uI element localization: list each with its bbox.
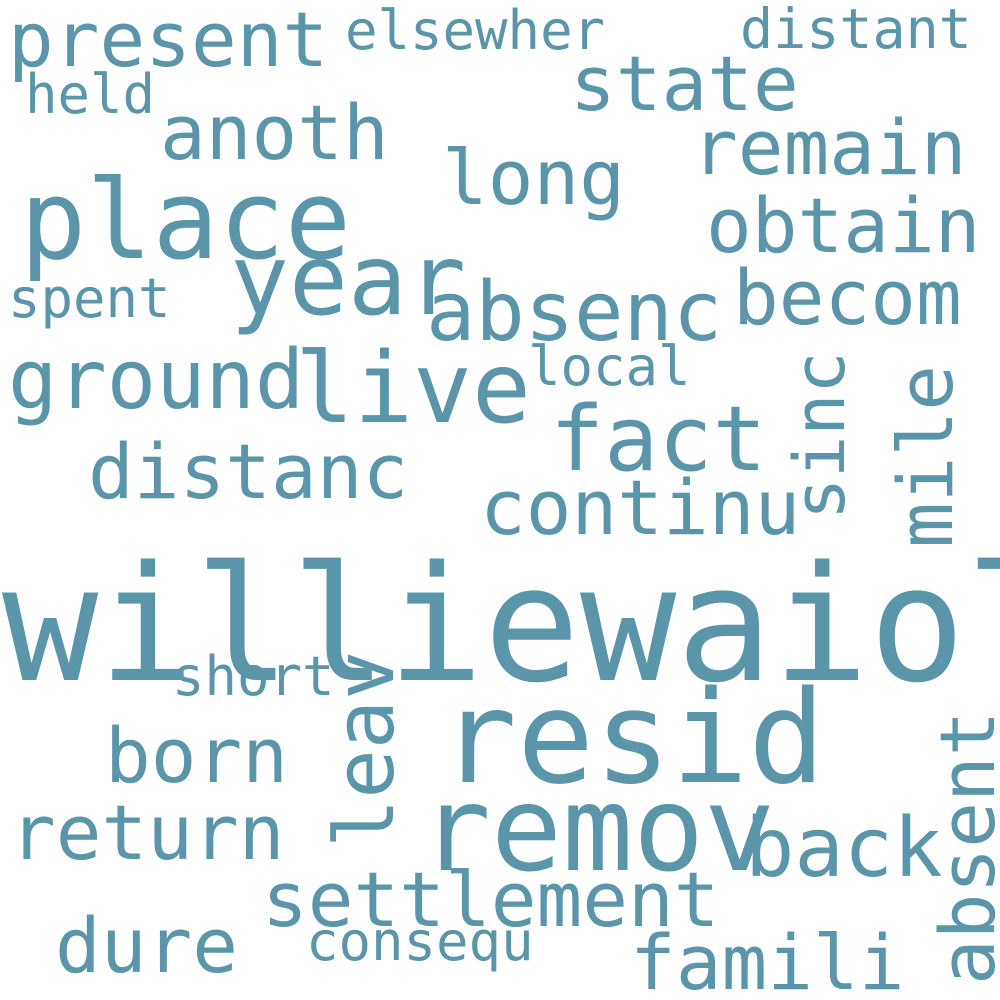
word-born: born xyxy=(105,711,289,800)
word-remain: remain xyxy=(692,103,967,192)
word-held: held xyxy=(25,63,156,126)
word-remov: remov xyxy=(420,760,776,898)
word-obtain: obtain xyxy=(706,181,981,270)
word-fact: fact xyxy=(550,387,767,492)
word-settlement: settlement xyxy=(262,855,720,944)
word-anoth: anoth xyxy=(160,88,389,177)
word-consequ: consequ xyxy=(306,910,534,973)
word-place: place xyxy=(20,156,352,284)
word-dure: dure xyxy=(55,901,239,990)
word-short: short xyxy=(172,645,335,708)
word-leav: leav xyxy=(318,650,413,848)
word-famili: famili xyxy=(630,918,905,1000)
word-continu: continu xyxy=(480,463,801,552)
word-resid: resid xyxy=(440,664,826,813)
word-elsewher: elsewher xyxy=(345,0,606,62)
word-mile: mile xyxy=(881,364,970,548)
word-return: return xyxy=(10,788,285,877)
word-absenc: absenc xyxy=(426,265,723,360)
word-long: long xyxy=(442,133,626,222)
word-present: present xyxy=(8,0,329,84)
word-sinc: sinc xyxy=(779,351,861,520)
word-distanc: distanc xyxy=(88,427,409,516)
word-ground: ground xyxy=(8,333,305,428)
word-absent: absent xyxy=(923,710,1000,985)
word-back: back xyxy=(745,801,943,896)
word-distant: distant xyxy=(740,0,972,61)
word-year: year xyxy=(230,224,467,338)
word-spent: spent xyxy=(8,267,171,330)
word-local: local xyxy=(528,335,691,398)
word-becom: becom xyxy=(733,253,962,342)
word-live: live xyxy=(295,332,532,446)
word-state: state xyxy=(570,39,799,128)
word-williewaiola: williewaiola xyxy=(2,531,1000,718)
